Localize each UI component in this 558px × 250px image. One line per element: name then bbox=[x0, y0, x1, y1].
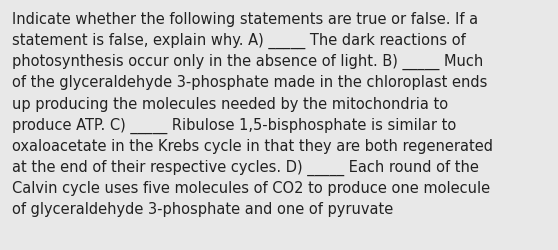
Text: of glyceraldehyde 3-phosphate and one of pyruvate: of glyceraldehyde 3-phosphate and one of… bbox=[12, 202, 393, 216]
Text: Indicate whether the following statements are true or false. If a: Indicate whether the following statement… bbox=[12, 12, 478, 27]
Text: up producing the molecules needed by the mitochondria to: up producing the molecules needed by the… bbox=[12, 96, 448, 111]
Text: statement is false, explain why. A) _____ The dark reactions of: statement is false, explain why. A) ____… bbox=[12, 33, 466, 49]
Text: at the end of their respective cycles. D) _____ Each round of the: at the end of their respective cycles. D… bbox=[12, 160, 479, 176]
Text: of the glyceraldehyde 3-phosphate made in the chloroplast ends: of the glyceraldehyde 3-phosphate made i… bbox=[12, 75, 487, 90]
Text: produce ATP. C) _____ Ribulose 1,5-bisphosphate is similar to: produce ATP. C) _____ Ribulose 1,5-bisph… bbox=[12, 117, 456, 134]
Text: oxaloacetate in the Krebs cycle in that they are both regenerated: oxaloacetate in the Krebs cycle in that … bbox=[12, 138, 493, 153]
Text: photosynthesis occur only in the absence of light. B) _____ Much: photosynthesis occur only in the absence… bbox=[12, 54, 483, 70]
Text: Calvin cycle uses five molecules of CO2 to produce one molecule: Calvin cycle uses five molecules of CO2 … bbox=[12, 180, 490, 196]
